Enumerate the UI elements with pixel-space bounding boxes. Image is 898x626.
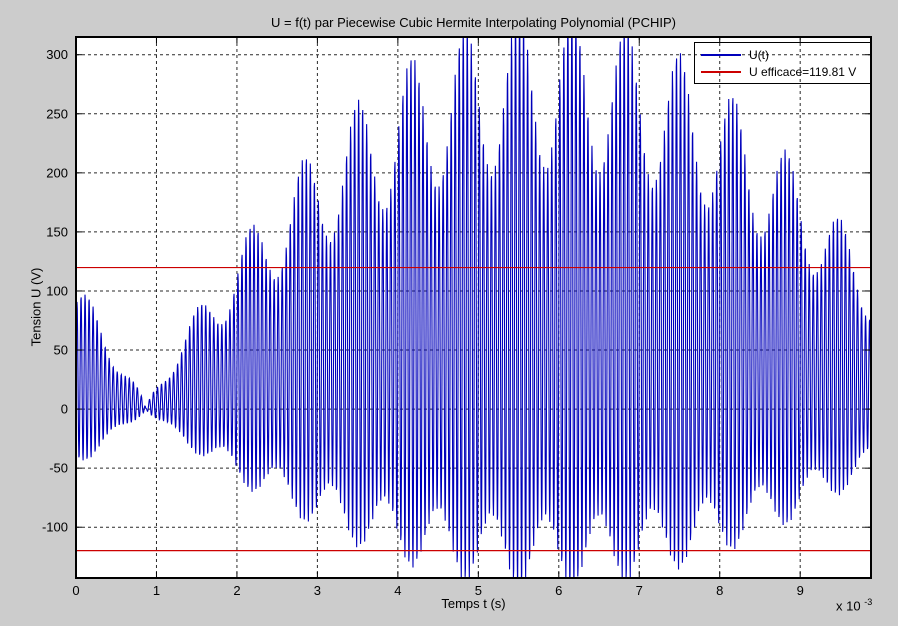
x-tick-label: 0 — [72, 583, 79, 598]
x-tick-label: 9 — [797, 583, 804, 598]
legend-label-signal: U(t) — [749, 47, 769, 62]
y-axis-label: Tension U (V) — [28, 267, 44, 347]
legend-line-red — [701, 70, 741, 73]
legend-line-blue — [701, 53, 741, 56]
x-tick-label: 1 — [153, 583, 160, 598]
y-tick-label: 150 — [46, 224, 68, 239]
y-tick-label: -100 — [42, 520, 68, 535]
y-tick-label: 200 — [46, 165, 68, 180]
x-axis-exponent-power: -3 — [864, 597, 873, 607]
x-tick-label: 8 — [716, 583, 723, 598]
y-tick-label: 100 — [46, 283, 68, 298]
legend-entry-signal: U(t) — [701, 46, 865, 63]
x-tick-label: 2 — [233, 583, 240, 598]
y-tick-label: 0 — [61, 402, 68, 417]
x-tick-label: 3 — [314, 583, 321, 598]
x-axis-exponent-base: x 10 — [836, 598, 861, 614]
x-axis-exponent: x 10 -3 — [836, 597, 896, 613]
plot-title: U = f(t) par Piecewise Cubic Hermite Int… — [271, 15, 676, 30]
y-tick-label: -50 — [49, 461, 68, 476]
legend-box: U(t) U efficace=119.81 V — [694, 42, 872, 84]
legend-label-rms: U efficace=119.81 V — [749, 64, 857, 79]
y-tick-label: 250 — [46, 106, 68, 121]
legend-entry-rms: U efficace=119.81 V — [701, 63, 865, 80]
x-tick-label: 5 — [475, 583, 482, 598]
y-tick-label: 300 — [46, 47, 68, 62]
x-tick-label: 7 — [636, 583, 643, 598]
axes-frame — [75, 36, 872, 579]
x-tick-label: 6 — [555, 583, 562, 598]
x-tick-label: 4 — [394, 583, 401, 598]
x-axis-label: Temps t (s) — [441, 596, 506, 611]
y-tick-label: 50 — [54, 343, 68, 358]
signal-line — [76, 37, 871, 578]
